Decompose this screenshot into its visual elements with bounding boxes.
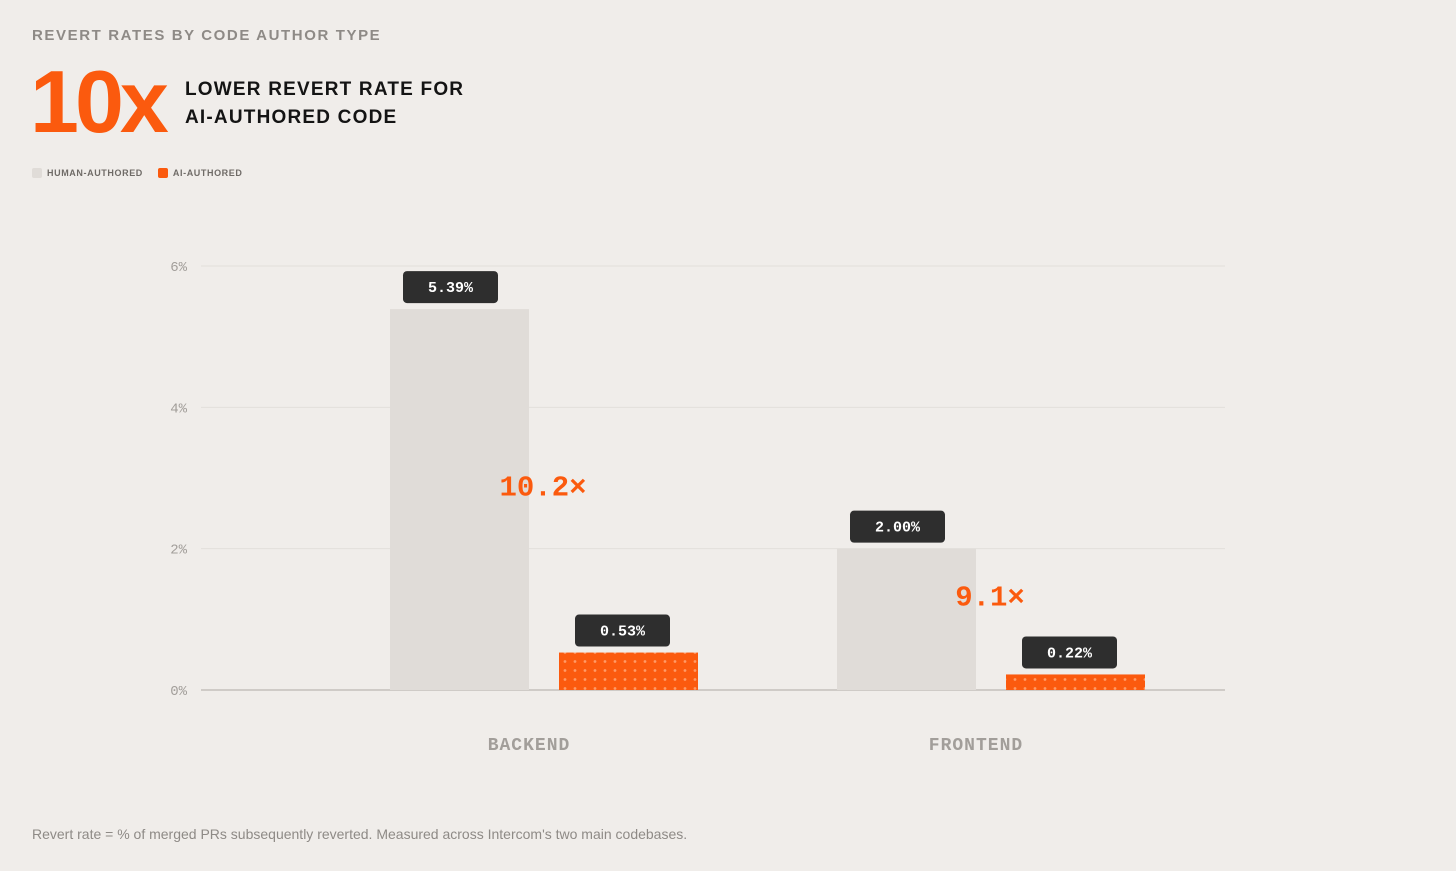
y-tick-label: 4% <box>170 401 187 417</box>
ratio-annotation-frontend: 9.1× <box>955 581 1025 614</box>
legend-swatch-ai <box>157 168 168 178</box>
legend-swatch-human <box>32 168 42 178</box>
ratio-annotation-backend: 10.2× <box>499 472 586 505</box>
chart-legend: HUMAN-AUTHORED AI-AUTHORED <box>32 168 258 178</box>
value-label-box <box>1022 636 1117 669</box>
y-tick-label: 6% <box>170 260 187 276</box>
value-label-ai-backend: 0.53% <box>575 614 670 647</box>
chart-eyebrow-title: REVERT RATES BY CODE AUTHOR TYPE <box>32 27 382 44</box>
value-label-text: 0.53% <box>600 624 646 641</box>
bar-human-backend <box>390 309 529 690</box>
value-label-text: 2.00% <box>875 520 921 537</box>
y-tick-label: 2% <box>170 543 187 559</box>
headline-text: LOWER REVERT RATE FOR AI-AUTHORED CODE <box>185 76 464 132</box>
chart-footnote: Revert rate = % of merged PRs subsequent… <box>32 826 688 842</box>
value-label-text: 5.39% <box>428 280 474 297</box>
value-label-box <box>403 271 498 304</box>
y-tick-label: 0% <box>170 684 187 700</box>
value-label-box <box>575 614 670 647</box>
value-label-human-backend: 5.39% <box>403 271 498 304</box>
x-category-label: FRONTEND <box>929 736 1023 756</box>
bar-ai-frontend <box>1006 674 1145 690</box>
value-label-human-frontend: 2.00% <box>850 510 945 543</box>
headline-line-2: AI-AUTHORED CODE <box>185 107 398 128</box>
bar-human-frontend <box>837 548 976 690</box>
legend-item-human: HUMAN-AUTHORED <box>32 168 143 178</box>
headline-line-1: LOWER REVERT RATE FOR <box>185 79 465 100</box>
bar-ai-backend <box>559 652 698 690</box>
value-label-text: 0.22% <box>1047 645 1093 662</box>
x-category-label: BACKEND <box>488 736 571 756</box>
headline-big-number: 10x <box>30 52 169 151</box>
value-label-box <box>850 510 945 543</box>
legend-label-ai: AI-AUTHORED <box>172 168 243 178</box>
legend-item-ai: AI-AUTHORED <box>157 168 243 178</box>
legend-label-human: HUMAN-AUTHORED <box>47 168 143 178</box>
value-label-ai-frontend: 0.22% <box>1022 636 1117 669</box>
